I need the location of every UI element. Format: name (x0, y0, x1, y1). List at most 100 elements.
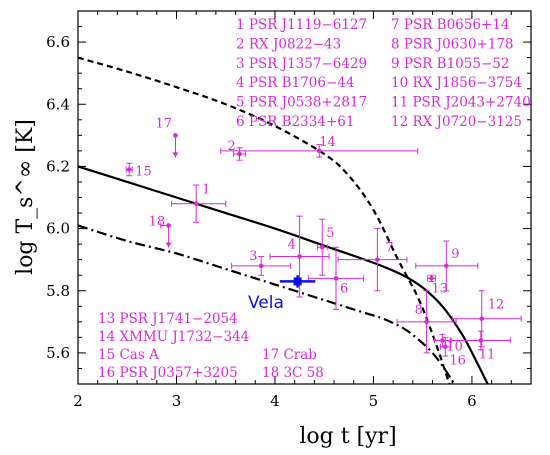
x-axis-label: log t [yr] (299, 424, 396, 449)
legend-entry-13: 13 PSR J1741−2054 (98, 311, 238, 327)
y-tick-label: 6.0 (46, 220, 70, 238)
legend-entry-1: 1 PSR J1119−6127 (236, 17, 367, 33)
legend-entry-12: 12 RX J0720−3125 (391, 114, 522, 130)
data-point-5: 5 (316, 218, 335, 276)
legend-entry-9: 9 PSR B1055−52 (391, 56, 509, 72)
y-tick-label: 6.2 (46, 157, 70, 175)
y-axis-label: log T_s^∞ [K] (13, 119, 38, 275)
data-point-11: 11 (450, 330, 511, 362)
data-point-1: 1 (171, 183, 227, 223)
data-point-7: 7 (337, 228, 408, 292)
point-label: 15 (135, 165, 152, 180)
point-marker (319, 244, 325, 250)
point-marker (375, 257, 380, 262)
data-point-18: 18 (149, 214, 172, 248)
point-marker (173, 133, 178, 138)
y-axis-label-text: log T_s^∞ [K] (13, 119, 38, 275)
x-tick-label: 2 (73, 392, 83, 410)
point-label: 7 (385, 241, 393, 256)
cooling-curves (78, 56, 489, 384)
point-label: 9 (451, 247, 459, 262)
data-point-6: 6 (307, 246, 365, 310)
point-marker (258, 263, 264, 269)
point-marker (478, 338, 484, 343)
legend-entry-16: 16 PSR J0357+3205 (98, 365, 238, 381)
point-marker (443, 344, 448, 350)
point-label: 3 (249, 249, 257, 264)
x-axis-label-text: log t [yr] (299, 424, 396, 449)
upper-limit-arrowhead (172, 152, 179, 158)
point-label: 1 (202, 183, 210, 198)
data-point-17: 17 (155, 116, 179, 158)
point-marker (193, 201, 199, 207)
data-point-vela (279, 275, 316, 288)
x-tick-label: 5 (369, 392, 379, 410)
data-point-2: 2 (228, 139, 246, 161)
vela-label: Vela (248, 293, 284, 313)
legend-entry-2: 2 RX J0822−43 (236, 36, 341, 52)
upper-limit-arrowhead (165, 242, 172, 248)
point-label: 6 (340, 281, 348, 296)
data-point-13: 13 (427, 274, 449, 296)
point-label: 17 (155, 116, 172, 131)
point-marker (126, 167, 132, 172)
point-label: 5 (326, 226, 334, 241)
point-label: 11 (479, 347, 496, 362)
plot-frame (77, 10, 532, 385)
point-marker (479, 316, 485, 322)
legend-entry-11: 11 PSR J2043+2740 (391, 95, 531, 111)
x-tick-label: 3 (172, 392, 182, 410)
point-label: 14 (319, 135, 336, 150)
point-label: 8 (415, 303, 423, 318)
point-marker (440, 338, 445, 343)
vela-marker (293, 277, 302, 286)
point-label: 4 (288, 238, 296, 253)
legend-entry-6: 6 PSR B2334+61 (236, 114, 354, 130)
point-label: 2 (228, 139, 236, 154)
legend-entry-4: 4 PSR B1706−44 (236, 75, 354, 91)
point-label: 10 (446, 339, 463, 354)
data-point-3: 3 (231, 249, 292, 276)
legend-entry-3: 3 PSR J1357−6429 (236, 56, 367, 72)
point-marker (444, 263, 449, 269)
data-point-15: 15 (125, 162, 152, 180)
point-marker (297, 254, 302, 259)
cooling-curve-dashdot (78, 224, 456, 384)
x-tick-label: 4 (270, 392, 280, 410)
point-label: 12 (488, 298, 505, 313)
legend-entry-15: 15 Cas A (98, 347, 159, 363)
data-point-14: 14 (220, 135, 419, 158)
legend-entry-14: 14 XMMU J1732−344 (98, 329, 249, 345)
point-marker (424, 319, 429, 325)
point-label: 13 (432, 281, 449, 296)
point-marker (316, 148, 322, 154)
y-tick-label: 6.4 (46, 95, 70, 113)
point-marker (166, 223, 171, 228)
data-point-16: 16 (439, 336, 466, 369)
legend-entry-8: 8 PSR J0630+178 (391, 36, 514, 52)
data-point-12: 12 (451, 290, 522, 348)
legend-entry-18: 18 3C 58 (262, 365, 324, 381)
legend-entry-7: 7 PSR B0656+14 (391, 17, 509, 33)
point-marker (429, 276, 434, 281)
point-label: 18 (149, 214, 166, 229)
y-tick-label: 6.6 (46, 33, 70, 51)
legend-top-right: 1 PSR J1119−6127 2 RX J0822−43 3 PSR J1357… (236, 17, 531, 130)
legend-entry-5: 5 PSR J0538+2817 (236, 95, 367, 111)
legend-entry-10: 10 RX J1856−3754 (391, 75, 522, 91)
point-marker (237, 151, 242, 157)
point-label: 16 (449, 354, 466, 369)
y-tick-label: 5.6 (46, 344, 70, 362)
cooling-curve-dashed (78, 56, 451, 384)
data-point-9: 9 (415, 240, 479, 292)
cooling-curve-solid (78, 165, 489, 384)
legend-entry-17: 17 Crab (262, 347, 317, 363)
data-point-10: 10 (433, 333, 463, 354)
x-tick-label: 6 (467, 392, 477, 410)
y-tick-label: 5.8 (46, 282, 70, 300)
legend-bottom-left: 13 PSR J1741−2054 14 XMMU J1732−344 15 Cas… (98, 311, 324, 381)
point-marker (333, 276, 339, 281)
data-point-8: 8 (396, 290, 457, 354)
